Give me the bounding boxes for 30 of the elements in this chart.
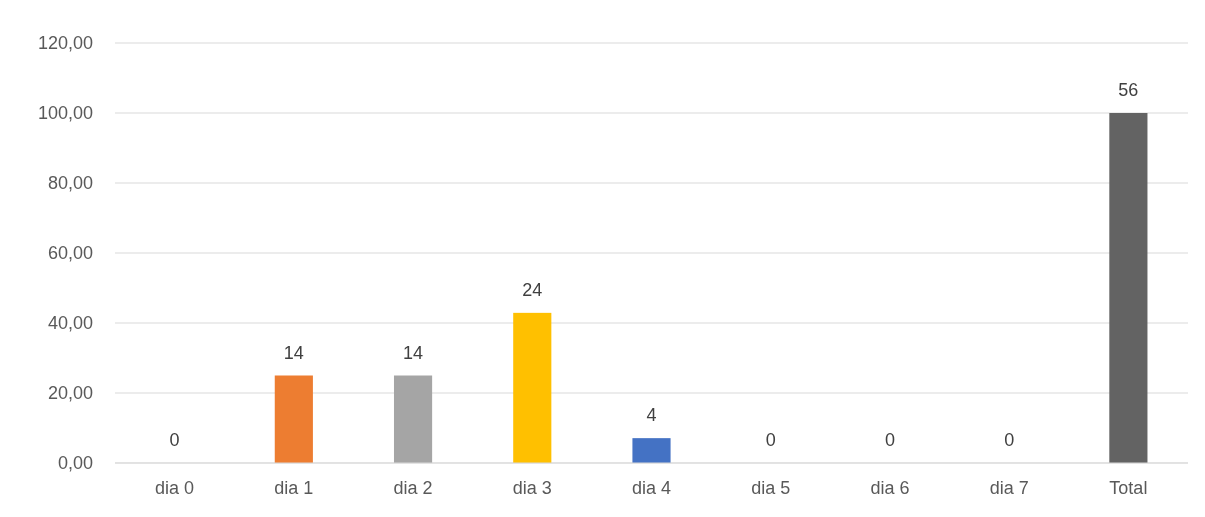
x-tick-label: Total bbox=[1109, 478, 1148, 498]
annotation: 14 bbox=[283, 342, 304, 363]
y-tick-label: 80,00 bbox=[47, 173, 93, 194]
annotation: 0 bbox=[884, 430, 895, 450]
bar bbox=[513, 312, 552, 463]
bar bbox=[393, 375, 433, 463]
x-tick-label: dia 4 bbox=[631, 478, 672, 498]
y-tick-label: 20,00 bbox=[47, 383, 93, 404]
x-tick-label: dia 0 bbox=[155, 478, 195, 498]
x-tick-label: dia 2 bbox=[393, 478, 433, 498]
annotation: 56 bbox=[1118, 80, 1139, 100]
x-tick-label: dia 1 bbox=[274, 478, 314, 498]
annotation: 0 bbox=[169, 430, 180, 450]
annotation: 14 bbox=[403, 342, 424, 363]
annotation: 0 bbox=[765, 430, 776, 450]
annotation: 4 bbox=[646, 405, 657, 426]
x-tick-label: dia 6 bbox=[870, 478, 910, 498]
annotation: 24 bbox=[522, 279, 543, 300]
x-tick-label: dia 7 bbox=[989, 478, 1029, 498]
bar bbox=[632, 438, 671, 463]
y-tick-label: 100,00 bbox=[37, 103, 93, 124]
y-tick-label: 40,00 bbox=[47, 313, 93, 334]
bar bbox=[1109, 113, 1148, 463]
x-tick-label: dia 5 bbox=[751, 478, 791, 498]
y-tick-label: 120,00 bbox=[37, 33, 93, 54]
bar bbox=[274, 375, 313, 463]
annotation: 0 bbox=[1004, 430, 1015, 450]
x-tick-label: dia 3 bbox=[512, 478, 552, 498]
y-tick-label: 0,00 bbox=[57, 453, 93, 474]
y-tick-label: 60,00 bbox=[47, 243, 93, 264]
